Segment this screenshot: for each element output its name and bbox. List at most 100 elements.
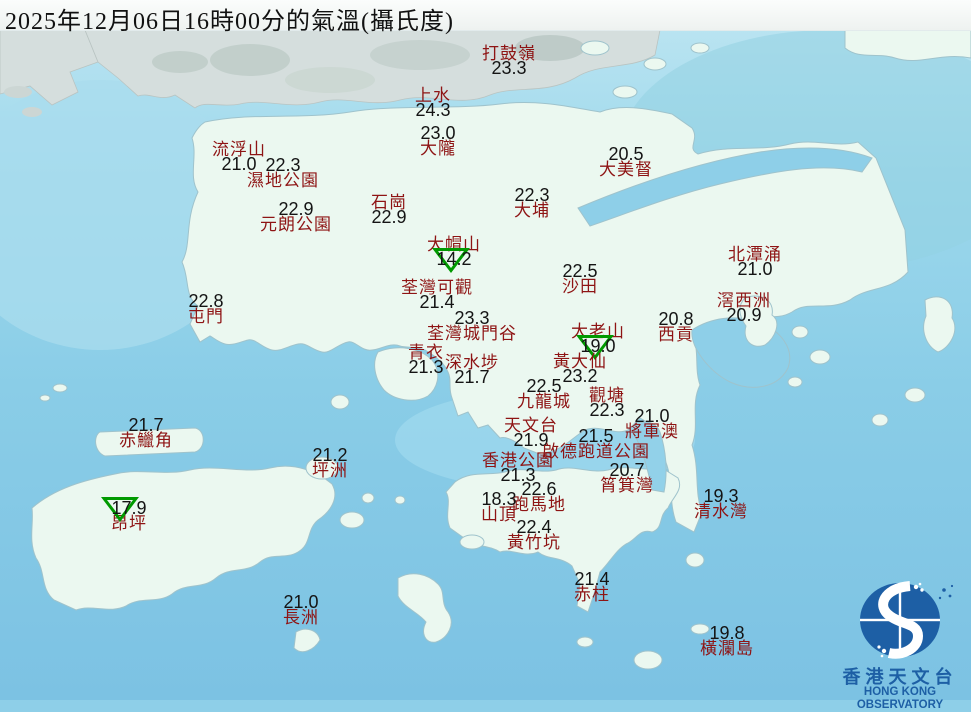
map-title: 2025年12月06日16時00分的氣溫(攝氏度)	[5, 9, 454, 35]
station-label: 23.0 大隴	[420, 123, 456, 158]
summit-triangle-marker-icon	[432, 247, 470, 273]
station-name: 青衣	[408, 343, 444, 362]
station-name: 長洲	[283, 608, 319, 627]
station-name: 跑馬地	[512, 495, 566, 514]
station-value: 21.9	[513, 430, 549, 450]
station-name: 上水	[415, 86, 451, 105]
station-label: 上水 24.3	[415, 86, 451, 120]
station-value: 21.2	[312, 445, 348, 465]
station-label: 19.3 清水灣	[694, 486, 748, 520]
station-value: 14.2	[427, 247, 481, 273]
station-value: 18.3	[481, 489, 517, 509]
station-label: 荃灣可觀 21.4	[401, 278, 473, 311]
station-label: 21.2 坪洲	[312, 445, 348, 480]
station-name: 荃灣城門谷	[427, 324, 517, 343]
station-label: 21.7 赤鱲角	[119, 415, 173, 449]
station-value: 21.3	[408, 357, 444, 377]
station-value: 20.5	[608, 144, 644, 164]
land-airport	[95, 427, 204, 457]
land-new-territories	[181, 102, 909, 533]
station-value: 19.3	[703, 486, 739, 506]
station-value: 22.3	[589, 400, 625, 420]
land-hk-island	[445, 467, 681, 613]
station-value: 21.0	[283, 592, 319, 612]
station-value: 21.7	[128, 415, 164, 435]
station-name: 元朗公園	[260, 215, 332, 234]
station-value: 17.9	[101, 496, 147, 522]
station-name: 西貢	[658, 325, 694, 344]
station-name: 啟德跑道公園	[542, 442, 650, 461]
land-masses	[31, 29, 971, 670]
station-value: 23.2	[562, 366, 598, 386]
station-label: 青衣 21.3	[408, 343, 444, 377]
station-name: 九龍城	[517, 392, 571, 411]
station-name: 將軍澳	[625, 422, 679, 441]
station-name: 觀塘	[589, 386, 625, 405]
station-value: 21.0	[221, 154, 257, 174]
station-label: 22.4 黃竹坑	[507, 517, 561, 552]
station-name: 濕地公園	[247, 171, 319, 190]
station-value: 22.3	[514, 185, 550, 205]
station-label: 大老山 19.0	[571, 323, 625, 360]
station-name: 大隴	[420, 139, 456, 158]
station-label: 18.3 山頂	[481, 489, 517, 524]
station-name: 天文台	[504, 416, 558, 435]
station-value: 22.6	[521, 479, 557, 499]
station-name: 北潭涌	[728, 245, 782, 264]
station-label: 大帽山 14.2	[427, 236, 481, 273]
station-label: 21.5 啟德跑道公園	[542, 427, 650, 461]
station-label: 22.3 濕地公園	[247, 155, 319, 190]
station-label: 23.3 荃灣城門谷	[427, 308, 517, 343]
station-label: 21.0 將軍澳	[625, 406, 679, 441]
logo-english-name: HONG KONG OBSERVATORY	[856, 686, 944, 711]
station-name: 荃灣可觀	[401, 278, 473, 297]
station-label: 北潭涌 21.0	[728, 245, 782, 278]
station-name: 橫瀾島	[700, 639, 754, 658]
station-label: 22.8 屯門	[188, 291, 224, 326]
station-value: 24.3	[415, 100, 451, 120]
station-name: 坪洲	[312, 461, 348, 480]
station-label: 22.5 沙田	[562, 262, 598, 296]
station-label: 香港公園 21.3	[482, 452, 554, 484]
station-name: 筲箕灣	[600, 476, 654, 495]
station-label: 20.7 筲箕灣	[600, 460, 654, 495]
station-label: 觀塘 22.3	[589, 386, 625, 420]
station-label: 20.5 大美督	[599, 144, 653, 179]
hko-logo: 香港天文台 HONG KONG OBSERVATORY	[832, 578, 968, 711]
station-name: 流浮山	[212, 140, 266, 159]
station-value: 22.3	[265, 155, 301, 175]
urban-north-shenzhen	[0, 29, 661, 117]
station-value: 21.0	[634, 406, 670, 426]
station-value: 19.8	[709, 623, 745, 643]
water-tolo-harbour	[577, 147, 873, 227]
station-name: 大美督	[599, 160, 653, 179]
station-value: 22.8	[188, 291, 224, 311]
station-value: 22.5	[526, 376, 562, 396]
station-name: 黃竹坑	[507, 533, 561, 552]
station-label: 19.8 橫瀾島	[700, 623, 754, 658]
station-label: 21.0 長洲	[283, 592, 319, 627]
water-junk-bay	[633, 421, 667, 493]
station-value: 22.4	[516, 517, 552, 537]
hko-logo-icon	[860, 581, 954, 659]
station-label: 天文台 21.9	[504, 416, 558, 450]
station-label: 滘西洲 20.9	[717, 292, 771, 324]
station-value: 23.0	[420, 123, 456, 143]
station-name: 昂坪	[111, 514, 147, 533]
station-name: 沙田	[562, 277, 598, 296]
station-value: 20.8	[658, 309, 694, 329]
station-name: 赤柱	[574, 585, 610, 604]
station-name: 山頂	[481, 505, 517, 524]
station-name: 屯門	[188, 307, 224, 326]
station-value: 22.9	[278, 199, 314, 219]
station-name: 打鼓嶺	[482, 44, 536, 63]
station-value: 20.7	[609, 460, 645, 480]
station-label: 石崗 22.9	[371, 194, 407, 226]
station-label: 打鼓嶺 23.3	[482, 44, 536, 77]
station-label: 20.8 西貢	[658, 309, 694, 344]
station-value: 23.3	[454, 308, 490, 328]
title-bar: 2025年12月06日16時00分的氣溫(攝氏度)	[0, 0, 971, 35]
station-label: 22.5 九龍城	[517, 376, 571, 411]
